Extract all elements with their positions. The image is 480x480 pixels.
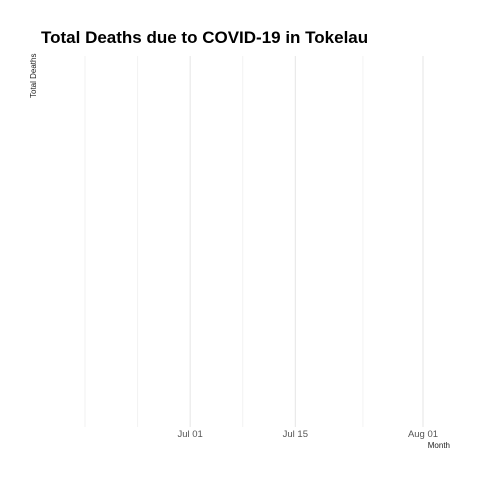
x-tick-label: Aug 01: [408, 429, 438, 440]
gridlines: [84, 56, 424, 427]
chart-title: Total Deaths due to COVID-19 in Tokelau: [41, 28, 368, 47]
x-tick-label: Jul 01: [177, 429, 202, 440]
x-tick-label: Jul 15: [283, 429, 308, 440]
x-axis-label: Month: [428, 441, 450, 450]
x-axis-ticks: Jul 01 Jul 15 Aug 01: [177, 429, 438, 440]
y-axis-label: Total Deaths: [29, 54, 38, 98]
